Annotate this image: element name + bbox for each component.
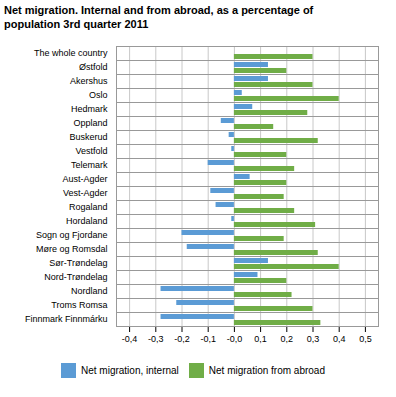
svg-text:0,2: 0,2	[281, 333, 294, 343]
svg-text:Finnmark Finnmárku: Finnmark Finnmárku	[25, 314, 108, 324]
svg-text:Nordland: Nordland	[71, 286, 108, 296]
html-text:Net migration, internal: Net migration, internal	[81, 364, 179, 376]
svg-text:Oslo: Oslo	[89, 90, 108, 100]
svg-text:Aust-Agder: Aust-Agder	[62, 174, 107, 184]
svg-text:Akershus: Akershus	[70, 76, 108, 86]
svg-text:Buskerud: Buskerud	[69, 132, 107, 142]
svg-text:Hedmark: Hedmark	[71, 104, 108, 114]
svg-text:Hordaland: Hordaland	[66, 216, 108, 226]
svg-text:Østfold: Østfold	[79, 62, 108, 72]
svg-text:Telemark: Telemark	[71, 160, 108, 170]
svg-text:Sør-Trøndelag: Sør-Trøndelag	[49, 258, 107, 268]
svg-text:Sogn og Fjordane: Sogn og Fjordane	[36, 230, 108, 240]
svg-text:0,1: 0,1	[254, 333, 267, 343]
svg-text:Rogaland: Rogaland	[69, 202, 108, 212]
svg-text:0,3: 0,3	[307, 333, 320, 343]
svg-text:Vest-Agder: Vest-Agder	[63, 188, 108, 198]
svg-text:Møre og Romsdal: Møre og Romsdal	[36, 244, 108, 254]
svg-text:Vestfold: Vestfold	[75, 146, 107, 156]
svg-text:-0,4: -0,4	[122, 333, 138, 343]
svg-text:The whole country: The whole country	[34, 48, 108, 58]
svg-text:-0,1: -0,1	[200, 333, 216, 343]
svg-text:-0,3: -0,3	[148, 333, 164, 343]
svg-text:Nord-Trøndelag: Nord-Trøndelag	[44, 272, 107, 282]
svg-text:0,4: 0,4	[333, 333, 346, 343]
html-text:Net migration from abroad: Net migration from abroad	[208, 364, 325, 376]
svg-text:Oppland: Oppland	[73, 118, 107, 128]
html-text:Net migration. Internal and fr: Net migration. Internal and from abroad,…	[4, 4, 314, 30]
svg-text:-0,0: -0,0	[227, 333, 243, 343]
svg-text:0,5: 0,5	[359, 333, 372, 343]
svg-text:Troms Romsa: Troms Romsa	[51, 300, 107, 310]
svg-text:-0,2: -0,2	[174, 333, 190, 343]
